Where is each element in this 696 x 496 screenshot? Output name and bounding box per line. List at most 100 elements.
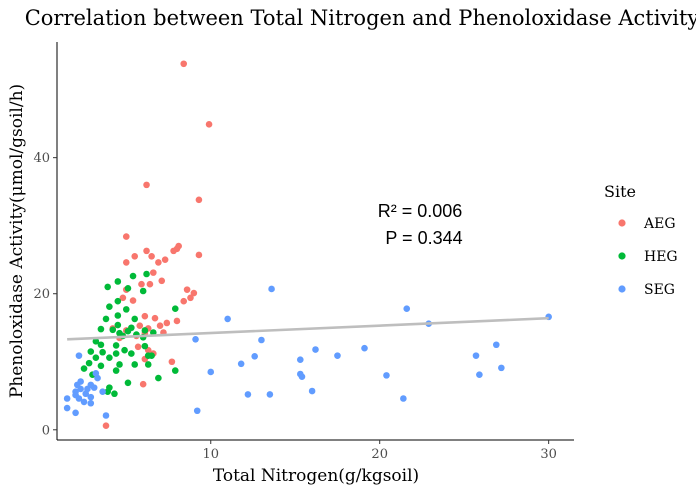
series-heg bbox=[80, 270, 179, 398]
data-point-aeg bbox=[205, 121, 213, 128]
r-squared-annotation: R² = 0.006 bbox=[378, 201, 463, 221]
data-point-aeg bbox=[173, 245, 181, 253]
data-point-seg bbox=[207, 368, 215, 376]
data-point-aeg bbox=[195, 251, 203, 259]
data-point-heg bbox=[112, 350, 120, 357]
data-point-seg bbox=[308, 387, 316, 395]
regression-line bbox=[67, 316, 549, 341]
data-point-aeg bbox=[148, 253, 155, 260]
data-point-heg bbox=[92, 354, 100, 361]
x-tick-label: 10 bbox=[202, 447, 219, 462]
y-axis-ticks: 0 20 40 bbox=[33, 151, 57, 438]
data-point-seg bbox=[92, 370, 100, 377]
data-point-heg bbox=[128, 350, 135, 357]
data-point-seg bbox=[77, 378, 84, 385]
data-point-seg bbox=[99, 388, 106, 395]
data-point-heg bbox=[80, 365, 88, 372]
data-point-heg bbox=[97, 325, 105, 333]
data-point-aeg bbox=[136, 322, 144, 330]
data-point-heg bbox=[85, 359, 93, 367]
data-point-heg bbox=[124, 379, 132, 387]
legend-label-heg: HEG bbox=[644, 249, 678, 265]
data-point-heg bbox=[141, 342, 149, 350]
data-point-seg bbox=[63, 395, 71, 402]
p-value-annotation: P = 0.344 bbox=[385, 228, 462, 248]
data-point-aeg bbox=[122, 233, 130, 240]
data-point-heg bbox=[144, 361, 152, 368]
data-point-seg bbox=[498, 364, 505, 372]
data-point-aeg bbox=[163, 319, 171, 327]
data-point-aeg bbox=[155, 259, 162, 266]
data-point-aeg bbox=[146, 280, 154, 288]
data-point-seg bbox=[251, 353, 258, 360]
data-point-aeg bbox=[187, 294, 194, 302]
data-point-aeg bbox=[150, 269, 157, 276]
data-point-aeg bbox=[134, 343, 142, 351]
data-point-aeg bbox=[190, 289, 198, 297]
data-point-seg bbox=[361, 344, 368, 352]
data-point-heg bbox=[131, 361, 139, 368]
data-point-aeg bbox=[151, 314, 159, 322]
data-point-seg bbox=[75, 352, 83, 359]
data-point-heg bbox=[124, 284, 132, 292]
y-tick-label: 0 bbox=[42, 423, 50, 438]
data-point-seg bbox=[87, 393, 95, 401]
data-point-heg bbox=[104, 283, 111, 291]
data-point-aeg bbox=[119, 294, 127, 302]
data-point-aeg bbox=[156, 322, 164, 330]
data-point-seg bbox=[476, 371, 483, 378]
data-point-seg bbox=[72, 388, 79, 395]
data-point-heg bbox=[139, 287, 147, 295]
data-point-heg bbox=[92, 338, 100, 345]
data-point-heg bbox=[112, 342, 120, 349]
chart-title: Correlation between Total Nitrogen and P… bbox=[25, 6, 696, 30]
data-point-heg bbox=[114, 278, 122, 285]
data-point-heg bbox=[150, 329, 157, 336]
data-point-aeg bbox=[138, 280, 145, 288]
legend-title: Site bbox=[604, 182, 636, 201]
data-point-seg bbox=[266, 391, 274, 398]
data-point-seg bbox=[492, 341, 500, 349]
data-point-aeg bbox=[143, 181, 150, 189]
data-point-seg bbox=[312, 346, 319, 353]
data-point-aeg bbox=[139, 380, 147, 388]
data-point-seg bbox=[296, 356, 304, 364]
data-point-heg bbox=[106, 303, 113, 310]
data-point-aeg bbox=[141, 312, 149, 320]
x-axis-label: Total Nitrogen(g/kgsoil) bbox=[213, 466, 419, 486]
data-point-seg bbox=[224, 315, 231, 323]
legend-label-seg: SEG bbox=[644, 282, 675, 298]
data-point-seg bbox=[192, 336, 199, 343]
data-point-heg bbox=[171, 367, 179, 374]
data-point-aeg bbox=[158, 277, 166, 285]
data-point-seg bbox=[193, 407, 201, 415]
data-point-aeg bbox=[183, 286, 191, 293]
data-point-heg bbox=[141, 327, 149, 334]
data-point-seg bbox=[244, 391, 252, 398]
data-point-heg bbox=[114, 312, 122, 319]
data-point-heg bbox=[111, 390, 118, 398]
data-point-aeg bbox=[180, 297, 188, 305]
y-tick-label: 20 bbox=[33, 287, 50, 302]
data-point-seg bbox=[298, 373, 306, 381]
x-axis-ticks: 10 20 30 bbox=[202, 440, 557, 462]
data-point-seg bbox=[87, 399, 95, 407]
data-point-seg bbox=[400, 395, 407, 402]
data-point-aeg bbox=[131, 253, 139, 260]
data-point-seg bbox=[63, 404, 71, 412]
data-point-heg bbox=[87, 348, 95, 355]
data-point-seg bbox=[472, 352, 480, 359]
legend-label-aeg: AEG bbox=[643, 216, 676, 232]
data-point-heg bbox=[129, 272, 137, 280]
x-tick-label: 30 bbox=[540, 447, 557, 462]
data-point-heg bbox=[131, 315, 139, 323]
data-point-heg bbox=[97, 362, 105, 370]
data-point-heg bbox=[122, 306, 130, 313]
data-point-seg bbox=[268, 285, 275, 293]
data-point-heg bbox=[104, 388, 111, 395]
data-point-heg bbox=[124, 327, 132, 335]
data-point-aeg bbox=[195, 196, 203, 204]
data-point-heg bbox=[144, 352, 152, 359]
data-point-heg bbox=[112, 367, 120, 374]
